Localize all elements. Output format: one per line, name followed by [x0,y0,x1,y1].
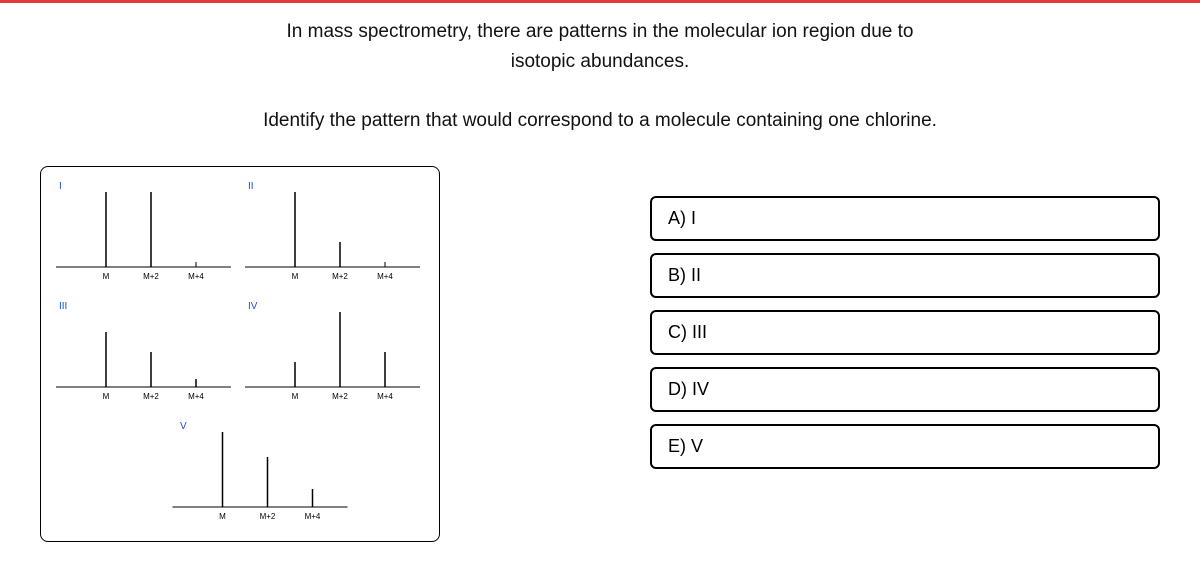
panel-label-II: II [248,181,254,192]
content-area: I M M+2 M+4 II M M+2 M+4 III M M+2 M+4 IV M M+2… [0,166,1200,542]
spectra-row-3: V M M+2 M+4 [51,417,429,537]
svg-text:M: M [292,392,299,401]
svg-text:M+2: M+2 [332,392,348,401]
spectrum-svg-IV: M M+2 M+4 [240,297,425,407]
spectrum-svg-V: M M+2 M+4 [130,417,350,527]
svg-text:M: M [219,512,226,521]
spectra-row-2: III M M+2 M+4 IV M M+2 M+4 [51,297,429,417]
option-C[interactable]: C) III [650,310,1160,355]
spectrum-svg-II: M M+2 M+4 [240,177,425,287]
panel-label-III: III [59,301,67,312]
question-line3: Identify the pattern that would correspo… [0,106,1200,136]
panel-label-IV: IV [248,301,257,312]
question-line1: In mass spectrometry, there are patterns… [0,17,1200,47]
spectrum-panel-II: II M M+2 M+4 [240,177,429,297]
option-D[interactable]: D) IV [650,367,1160,412]
svg-text:M+2: M+2 [143,272,159,281]
svg-text:M: M [103,272,110,281]
svg-text:M+4: M+4 [377,272,393,281]
svg-text:M: M [103,392,110,401]
spectrum-panel-IV: IV M M+2 M+4 [240,297,429,417]
svg-text:M+4: M+4 [188,392,204,401]
panel-label-V: V [180,421,187,432]
spectrum-panel-V: V M M+2 M+4 [130,417,350,537]
svg-text:M+4: M+4 [377,392,393,401]
top-accent-bar [0,0,1200,3]
svg-text:M: M [292,272,299,281]
answer-options: A) I B) II C) III D) IV E) V [650,166,1160,542]
question-text: In mass spectrometry, there are patterns… [0,17,1200,136]
spectrum-panel-I: I M M+2 M+4 [51,177,240,297]
option-A[interactable]: A) I [650,196,1160,241]
spectra-row-1: I M M+2 M+4 II M M+2 M+4 [51,177,429,297]
option-B[interactable]: B) II [650,253,1160,298]
spectrum-svg-I: M M+2 M+4 [51,177,236,287]
svg-text:M+4: M+4 [305,512,321,521]
question-line2: isotopic abundances. [0,47,1200,77]
svg-text:M+2: M+2 [260,512,276,521]
spectrum-svg-III: M M+2 M+4 [51,297,236,407]
option-E[interactable]: E) V [650,424,1160,469]
svg-text:M+4: M+4 [188,272,204,281]
panel-label-I: I [59,181,62,192]
svg-text:M+2: M+2 [143,392,159,401]
spectra-figure: I M M+2 M+4 II M M+2 M+4 III M M+2 M+4 IV M M+2… [40,166,440,542]
spectrum-panel-III: III M M+2 M+4 [51,297,240,417]
svg-text:M+2: M+2 [332,272,348,281]
